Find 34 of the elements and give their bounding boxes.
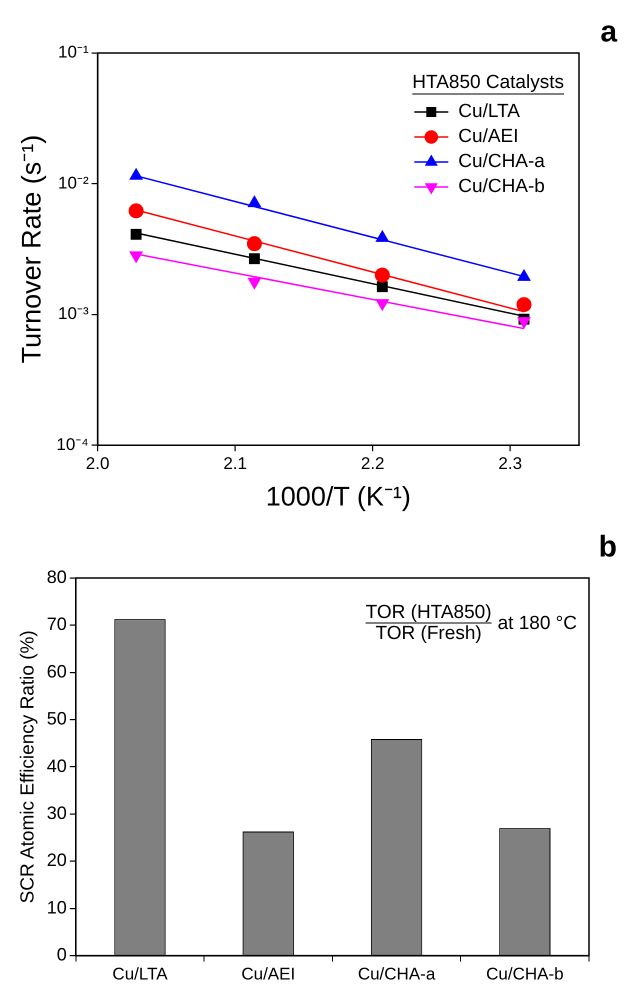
x-tick-label: 2.0 [86, 454, 110, 474]
y-tick-label: 10⁻³ [58, 304, 89, 324]
x-tick-label: 2.3 [498, 454, 522, 474]
y-tick-label: 40 [46, 756, 67, 776]
x-tick-label: Cu/AEI [241, 964, 296, 984]
legend-title: HTA850 Catalysts [412, 72, 564, 94]
legend-label: Cu/AEI [458, 126, 518, 148]
text: b [598, 530, 617, 564]
y-tick-label: 50 [46, 708, 67, 729]
y-tick-label: 30 [46, 802, 67, 823]
text: a [600, 15, 618, 48]
x-tick-label: Cu/LTA [112, 964, 168, 984]
legend-label: Cu/CHA-b [458, 176, 545, 198]
y-tick-label: 0 [56, 944, 67, 965]
y-tick-label: 70 [46, 614, 67, 634]
annotation: TOR (HTA850) [366, 602, 492, 623]
y-tick-label: 10⁻² [58, 173, 89, 192]
x-tick-label: 2.1 [223, 454, 247, 474]
legend-label: Cu/CHA-a [458, 151, 546, 172]
y-axis-title: SCR Atomic Efficiency Ratio (%) [18, 630, 39, 904]
y-tick-label: 10⁻⁴ [56, 434, 89, 454]
y-axis-title: Turnover Rate (s⁻¹) [16, 134, 47, 364]
annotation: TOR (Fresh) [375, 623, 482, 644]
y-tick-label: 20 [46, 850, 67, 870]
y-tick-label: 10 [46, 897, 67, 918]
x-axis-title: 1000/T (K⁻¹) [266, 481, 411, 512]
annotation: at 180 °C [498, 613, 578, 634]
y-tick-label: 10⁻¹ [58, 42, 89, 62]
y-tick-label: 80 [46, 566, 67, 587]
x-tick-label: Cu/CHA-b [486, 964, 564, 984]
x-tick-label: Cu/CHA-a [358, 964, 436, 984]
y-tick-label: 60 [46, 661, 67, 682]
x-tick-label: 2.2 [360, 454, 385, 474]
legend-label: Cu/LTA [458, 101, 520, 122]
